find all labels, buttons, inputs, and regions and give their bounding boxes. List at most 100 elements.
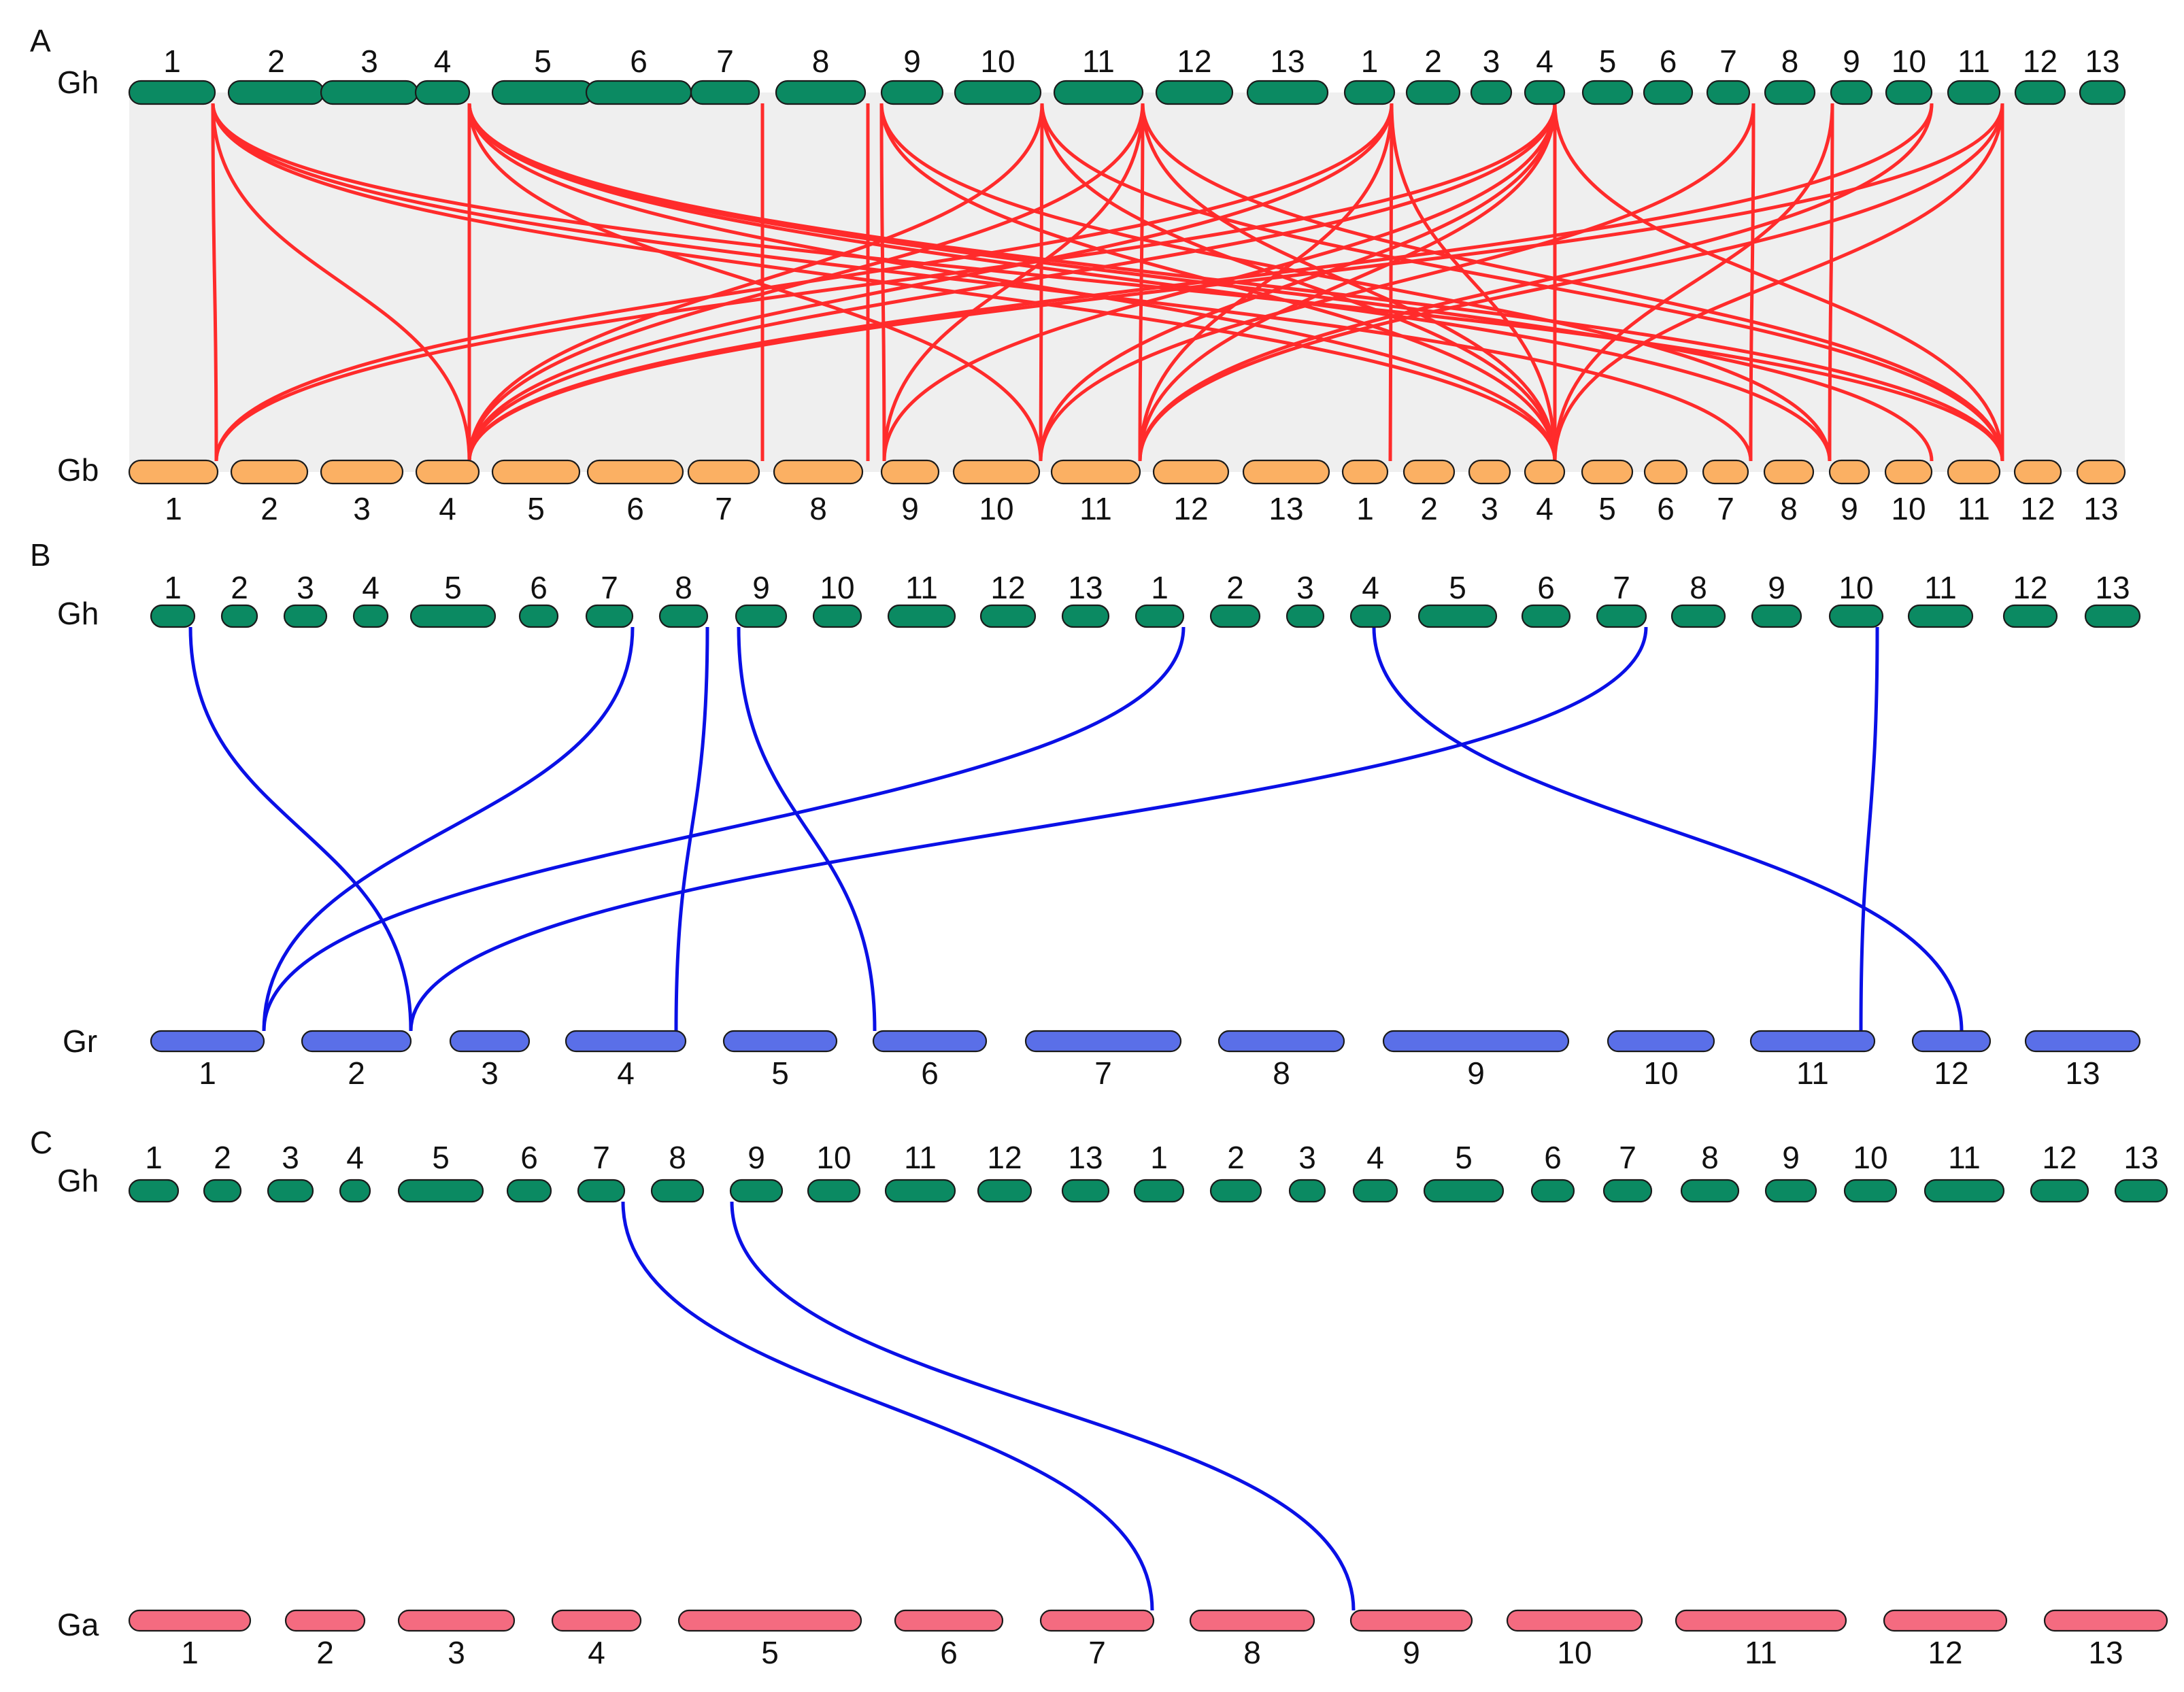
- panel-a-gh-chromosome-label: 10: [1892, 44, 1926, 79]
- panel-a-red-link: [214, 103, 1394, 462]
- panel-b-synteny-ribbon: [586, 627, 1181, 1031]
- panel-c-gh-chromosome-label: 1: [145, 1140, 163, 1175]
- panel-c-gh-chromosome: [1288, 1179, 1326, 1203]
- panel-a-gb-chromosome-label: 10: [1891, 491, 1926, 526]
- panel-c-synteny-ribbon: [399, 1202, 1325, 1610]
- panel-c-gh-chromosome: [506, 1179, 552, 1203]
- panel-c-gh-chromosome: [1423, 1179, 1505, 1203]
- panel-b-gh-chromosome: [1670, 604, 1726, 628]
- panel-b-blue-link: [262, 626, 635, 1032]
- panel-b-synteny-ribbon: [596, 627, 1381, 1031]
- panel-a-top-chromosomes: 1 2 3 4 5 6 7 8 9 10 11 12 13 1 2 3 4 5 6 7 8 9 10 11 12 13: [128, 44, 2126, 105]
- panel-a-red-link: [467, 103, 1557, 462]
- panel-c-synteny-ribbon: [2106, 1202, 2141, 1610]
- panel-c-synteny-ribbon: [160, 1202, 1172, 1610]
- panel-c-gh-chromosome-label: 13: [2123, 1140, 2158, 1175]
- panel-a-red-link: [1138, 103, 1145, 462]
- panel-c-gh-chromosome: [650, 1179, 705, 1203]
- panel-b-gr-chromosome-label: 1: [199, 1055, 216, 1091]
- panel-a-gh-chromosome: [2079, 80, 2126, 105]
- panel-b-gr-chromosome-label: 3: [481, 1055, 499, 1091]
- panel-b-gh-chromosome-label: 9: [1768, 570, 1785, 605]
- panel-b-gr-chromosome: [449, 1030, 531, 1053]
- panel-c-synteny-ribbon: [1945, 1202, 2060, 1610]
- panel-c-synteny-ribbon: [204, 1202, 365, 1610]
- panel-c-ga-chromosome-label: 7: [1088, 1635, 1106, 1670]
- panel-b-synteny-ribbon: [520, 627, 986, 1031]
- panel-c-synteny-ribbon: [345, 1202, 1224, 1610]
- panel-b-synteny-ribbon: [660, 627, 1344, 1031]
- panel-c-synteny-ribbon: [348, 1202, 619, 1610]
- panel-c-background-links: [129, 1202, 2167, 1610]
- panel-b-letter: B: [30, 537, 51, 573]
- panel-a-gb-chromosome-label: 6: [1657, 491, 1675, 526]
- panel-b-synteny-ribbon: [509, 627, 1296, 1031]
- panel-c-gh-chromosome: [2114, 1179, 2168, 1203]
- panel-a-gh-chromosome-label: 11: [1958, 44, 1990, 79]
- panel-a-red-link: [467, 103, 1832, 462]
- panel-c-gh-chromosome: [339, 1179, 371, 1203]
- panel-a-red-link: [879, 103, 1832, 462]
- panel-b-synteny-ribbon: [1383, 627, 1801, 1031]
- panel-c-synteny-ribbon: [895, 1202, 1574, 1610]
- panel-a-gh-chromosome-label: 11: [1082, 44, 1115, 79]
- panel-c-gh-chromosome-label: 4: [346, 1140, 364, 1175]
- panel-c-ga-chromosome: [1883, 1609, 2008, 1632]
- panel-a-red-link: [1138, 103, 2004, 462]
- panel-c-gh-chromosome-label: 12: [2042, 1140, 2077, 1175]
- panel-b-synteny-ribbon: [363, 627, 656, 1031]
- panel-c-synteny-ribbon: [129, 1202, 1183, 1610]
- panel-b-gh-chromosome: [658, 604, 709, 628]
- panel-c-gh-chromosome: [2030, 1179, 2089, 1203]
- panel-b-gr-chromosome-label: 2: [348, 1055, 365, 1091]
- panel-a-gb-chromosome: [1524, 459, 1566, 485]
- panel-c-ga-chromosome-label: 11: [1745, 1635, 1777, 1670]
- panel-c-synteny-ribbon: [613, 1202, 1069, 1610]
- panel-c-gh-chromosome: [577, 1179, 626, 1203]
- panel-c-synteny-ribbon: [743, 1202, 1442, 1610]
- panel-c-synteny-ribbon: [1351, 1202, 1816, 1610]
- panel-b-gh-chromosome-label: 12: [990, 570, 1025, 605]
- panel-c-gh-chromosome-label: 11: [904, 1140, 937, 1175]
- panel-b-gh-chromosome-label: 8: [1690, 570, 1707, 605]
- panel-b-gh-chromosome-label: 1: [1151, 570, 1169, 605]
- panel-b-bottom-species-label: Gr: [63, 1023, 97, 1059]
- panel-a-letter: A: [30, 23, 51, 58]
- panel-c-synteny-ribbon: [190, 1202, 1159, 1610]
- panel-b-synteny-ribbon: [774, 627, 1430, 1031]
- panel-c-synteny-ribbon: [821, 1202, 1609, 1610]
- panel-a-gh-chromosome-label: 7: [1719, 44, 1737, 79]
- panel-b-gh-chromosome: [1135, 604, 1185, 628]
- panel-a-gb-chromosome-label: 4: [439, 491, 456, 526]
- panel-c-synteny-ribbon: [679, 1202, 1503, 1610]
- panel-c-synteny-ribbon: [1283, 1202, 1696, 1610]
- panel-b-synteny-ribbon: [1844, 627, 1925, 1031]
- panel-c-gh-chromosome: [128, 1179, 180, 1203]
- panel-c-ga-chromosome: [284, 1609, 366, 1632]
- panel-b-gr-chromosome: [1217, 1030, 1345, 1053]
- panel-b-synteny-ribbon: [873, 627, 1570, 1031]
- panel-a-gb-chromosome: [1702, 459, 1749, 485]
- panel-c-ga-chromosome: [1506, 1609, 1643, 1632]
- panel-c-ga-chromosome: [677, 1609, 862, 1632]
- panel-a-gh-chromosome-label: 4: [434, 44, 452, 79]
- panel-b-synteny-ribbon: [566, 627, 1390, 1031]
- panel-c-gh-chromosome-label: 5: [432, 1140, 450, 1175]
- panel-a-gb-chromosome-label: 8: [1780, 491, 1798, 526]
- panel-b-gr-chromosome: [1749, 1030, 1876, 1053]
- panel-b-gh-chromosome-label: 10: [1838, 570, 1873, 605]
- panel-a-gh-chromosome: [1947, 80, 2001, 105]
- panel-a-gh-chromosome: [1524, 80, 1566, 105]
- panel-c-gh-chromosome: [1530, 1179, 1575, 1203]
- panel-c-gh-chromosome-label: 4: [1366, 1140, 1384, 1175]
- panel-c-synteny-ribbon: [2045, 1202, 2167, 1610]
- panel-b-gr-chromosome-label: 5: [771, 1055, 789, 1091]
- panel-a-gh-chromosome: [954, 80, 1042, 105]
- panel-c-gh-chromosome-label: 3: [282, 1140, 299, 1175]
- panel-b-synteny-ribbon: [939, 627, 1782, 1031]
- panel-a-gh-chromosome-label: 1: [1361, 44, 1379, 79]
- panel-b-synteny-ribbon: [1219, 627, 1725, 1031]
- panel-c-synteny-ribbon: [834, 1202, 1575, 1610]
- panel-c-synteny-ribbon: [2075, 1202, 2154, 1610]
